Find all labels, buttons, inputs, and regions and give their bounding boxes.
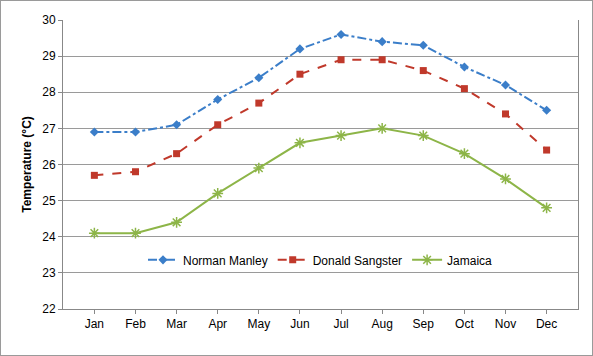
svg-text:Jamaica: Jamaica [447, 254, 492, 268]
svg-text:Donald Sangster: Donald Sangster [313, 254, 402, 268]
svg-text:Oct: Oct [455, 317, 474, 331]
svg-text:May: May [247, 317, 270, 331]
svg-text:Aug: Aug [371, 317, 392, 331]
svg-text:22: 22 [42, 302, 56, 316]
svg-text:Jan: Jan [85, 317, 104, 331]
svg-text:Mar: Mar [166, 317, 187, 331]
svg-text:Feb: Feb [125, 317, 146, 331]
svg-text:Norman Manley: Norman Manley [183, 254, 268, 268]
svg-text:Sep: Sep [413, 317, 435, 331]
svg-text:23: 23 [42, 266, 56, 280]
svg-text:29: 29 [42, 49, 56, 63]
svg-text:Apr: Apr [208, 317, 227, 331]
svg-text:28: 28 [42, 85, 56, 99]
svg-text:Jul: Jul [333, 317, 348, 331]
svg-text:Nov: Nov [495, 317, 516, 331]
svg-text:30: 30 [42, 13, 56, 27]
svg-text:27: 27 [42, 122, 56, 136]
svg-text:Temperature (°C): Temperature (°C) [20, 116, 34, 213]
svg-text:25: 25 [42, 194, 56, 208]
svg-text:Jun: Jun [290, 317, 309, 331]
svg-text:26: 26 [42, 158, 56, 172]
svg-text:Dec: Dec [536, 317, 557, 331]
svg-text:24: 24 [42, 230, 56, 244]
